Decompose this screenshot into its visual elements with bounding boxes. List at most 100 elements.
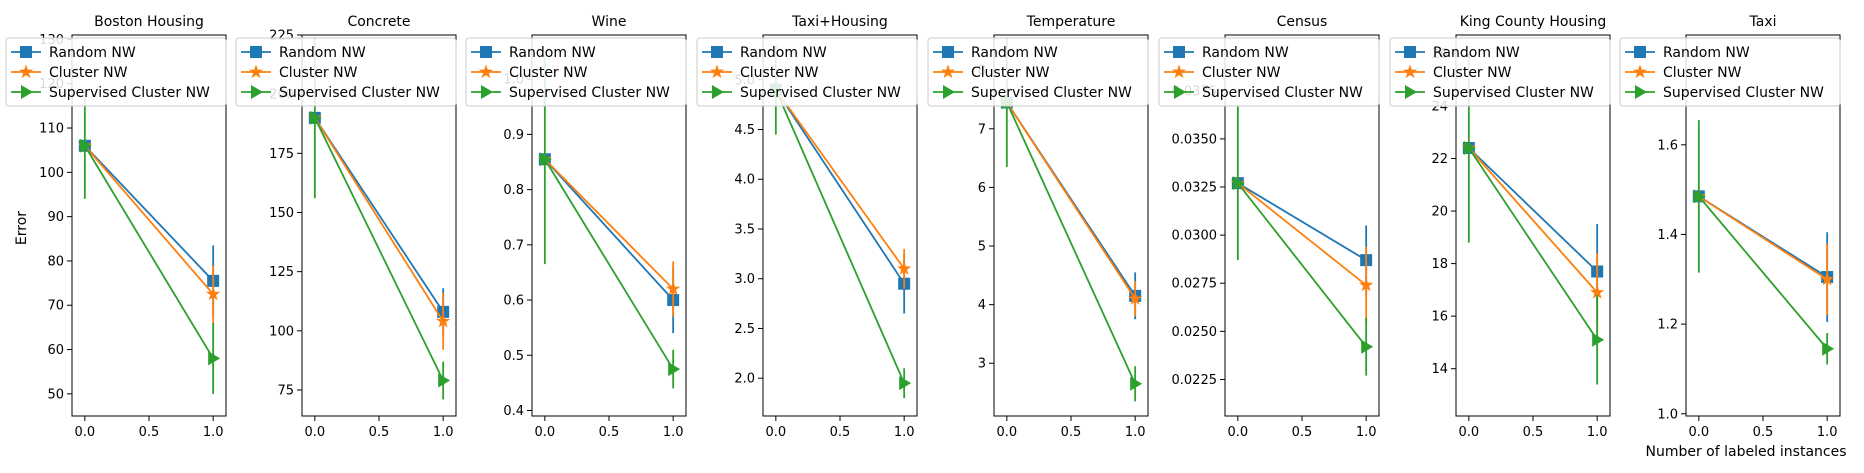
legend-marker [20,46,32,58]
y-tick-label: 2.5 [734,322,755,337]
legend-marker [480,46,492,58]
series-random-nw [78,139,220,317]
legend-marker [940,64,956,79]
legend: Random NW Cluster NW Supervised Cluster NW [5,37,227,107]
series-line [84,145,214,295]
x-tick-label: 0.0 [1688,425,1709,440]
legend: Random NW Cluster NW Supervised Cluster NW [465,37,687,107]
legend-marker [711,46,723,58]
data-point [1361,339,1374,354]
data-point [1590,285,1605,299]
legend-box [235,37,457,107]
series-line [84,145,214,282]
legend-marker [1402,64,1418,79]
x-tick-label: 1.0 [1587,425,1608,440]
x-tick-label: 1.0 [1125,425,1146,440]
legend-marker [942,46,954,58]
data-point [1463,140,1476,155]
x-tick-label: 0.5 [1753,425,1774,440]
series-line [314,117,444,381]
legend-marker [1632,64,1648,79]
legend-label: Random NW [971,45,1058,61]
data-point [539,152,552,167]
legend-label: Cluster NW [1202,65,1281,81]
legend-marker [251,85,263,99]
y-tick-label: 1.6 [1657,138,1678,153]
legend: Random NW Cluster NW Supervised Cluster NW [927,37,1149,107]
y-tick-label: 7 [978,122,986,137]
legend-box [465,37,687,107]
x-tick-label: 0.5 [1292,425,1313,440]
x-tick-label: 0.5 [830,425,851,440]
data-point [1820,271,1835,286]
y-tick-label: 0.0225 [1172,373,1218,388]
x-tick-label: 0.5 [369,425,390,440]
panel-title: Taxi+Housing [791,14,888,30]
panel-boston-housing: Boston Housing0.00.51.050607080901001101… [5,14,227,440]
x-tick-label: 1.0 [1356,425,1377,440]
legend: Random NW Cluster NW Supervised Cluster NW [1619,37,1841,107]
legend-label: Cluster NW [509,65,588,81]
data-point [1359,277,1374,292]
x-tick-label: 0.0 [74,425,95,440]
y-tick-label: 150 [269,206,294,221]
legend-label: Random NW [1663,45,1750,61]
panel-title: Taxi [1749,14,1777,30]
series-random-nw [769,83,911,314]
y-tick-label: 16 [1431,310,1448,325]
y-tick-label: 0.6 [503,294,524,309]
legend-box [1619,37,1841,107]
x-tick-label: 0.5 [599,425,620,440]
data-point [899,376,912,391]
legend-box [1158,37,1380,107]
x-tick-label: 0.0 [765,425,786,440]
y-tick-label: 70 [47,299,64,314]
legend-marker [709,64,725,79]
series-cluster-nw [537,151,681,317]
y-tick-label: 0.0300 [1172,229,1218,244]
data-point [1592,332,1605,347]
series-random-nw [308,111,450,336]
panel-title: King County Housing [1460,14,1607,30]
y-tick-label: 1.4 [1657,228,1678,243]
legend-box [1389,37,1611,107]
legend-box [696,37,918,107]
legend-marker [712,85,724,99]
x-tick-label: 0.0 [1458,425,1479,440]
series-line [775,89,905,285]
legend-label: Random NW [740,45,827,61]
y-tick-label: 90 [47,210,64,225]
data-point [1128,291,1143,305]
series-line [1006,102,1136,385]
x-tick-label: 1.0 [894,425,915,440]
series-supervised-cluster-nw [79,92,221,394]
legend-label: Supervised Cluster NW [49,85,210,101]
legend-label: Supervised Cluster NW [740,85,901,101]
legend-label: Random NW [1433,45,1520,61]
y-tick-label: 4.0 [734,173,755,188]
y-tick-label: 0.0275 [1172,277,1218,292]
x-tick-label: 0.5 [1523,425,1544,440]
series-line [314,117,444,322]
y-tick-label: 0.0350 [1172,132,1218,147]
data-point [666,281,681,296]
series-line [544,158,674,301]
legend-marker [1405,85,1417,99]
data-point [1232,176,1245,191]
data-point [208,351,221,366]
legend-label: Cluster NW [1663,65,1742,81]
legend-marker [1171,64,1187,79]
legend: Random NW Cluster NW Supervised Cluster NW [235,37,457,107]
legend-label: Random NW [509,45,596,61]
panel-wine: Wine0.00.51.00.40.50.60.70.80.91.0Random… [465,14,687,440]
y-tick-label: 22 [1431,152,1448,167]
legend-label: Supervised Cluster NW [1202,85,1363,101]
series-random-nw [1000,96,1142,320]
x-tick-label: 0.0 [1227,425,1248,440]
legend-label: Supervised Cluster NW [1433,85,1594,101]
x-tick-label: 0.0 [304,425,325,440]
x-tick-label: 1.0 [663,425,684,440]
legend-label: Supervised Cluster NW [971,85,1132,101]
